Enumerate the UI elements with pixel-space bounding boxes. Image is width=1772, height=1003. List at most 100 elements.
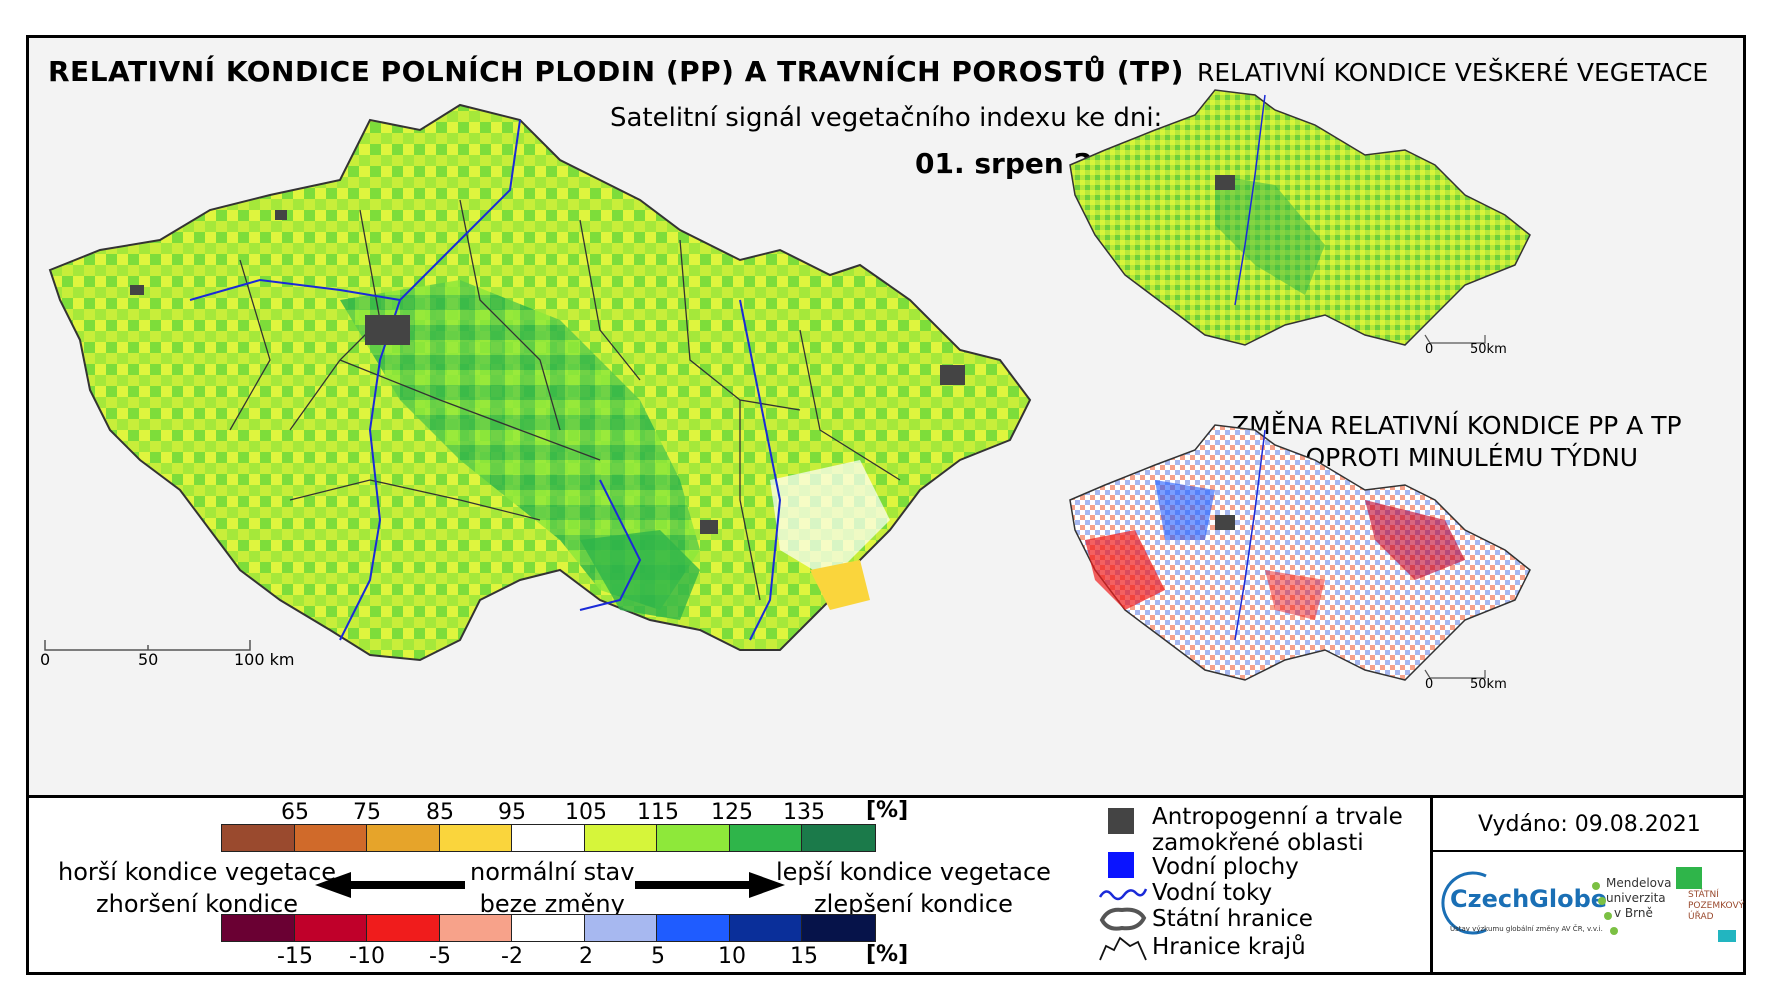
chg-tick-10: 10 xyxy=(718,944,746,969)
spu-line1: STÁTNÍ xyxy=(1688,890,1719,900)
chg-tick-5: 5 xyxy=(651,944,665,969)
anthropogenic-label: Antropogenní a trvale zamokřené oblasti xyxy=(1152,804,1403,856)
right-top-title: RELATIVNÍ KONDICE VEŠKERÉ VEGETACE xyxy=(1197,58,1709,87)
cond-tick-95: 95 xyxy=(498,800,526,825)
subtitle: Satelitní signál vegetačního indexu ke d… xyxy=(610,103,1163,133)
river-icon xyxy=(1098,888,1148,901)
right-bottom-title-line2: OPROTI MINULÉMU TÝDNU xyxy=(1305,443,1639,472)
white-east-patch xyxy=(770,460,890,580)
region-border-label: Hranice krajů xyxy=(1152,934,1306,960)
region-borders xyxy=(229,199,901,601)
condition-swatch-4 xyxy=(512,825,585,851)
chg-tick-m15: -15 xyxy=(277,944,313,969)
chg-tick-m10: -10 xyxy=(349,944,385,969)
better-line1: lepší kondice vegetace xyxy=(776,858,1051,886)
chg-tick-2: 2 xyxy=(579,944,593,969)
spu-logo-square xyxy=(1718,930,1736,942)
cond-tick-85: 85 xyxy=(426,800,454,825)
vegetation-map xyxy=(1069,89,1531,346)
condition-swatch-5 xyxy=(584,825,657,851)
chg-tick-15: 15 xyxy=(790,944,818,969)
bottom-scale-50: 50km xyxy=(1470,677,1507,692)
state-border-label: Státní hranice xyxy=(1152,906,1313,932)
main-map xyxy=(44,103,1032,662)
czechglobe-sub: Ústav výzkumu globální změny AV ČR, v.v.… xyxy=(1450,925,1603,933)
anthropogenic-line2: zamokřené oblasti xyxy=(1152,830,1364,856)
cond-tick-65: 65 xyxy=(281,800,309,825)
water-swatch xyxy=(1108,852,1134,878)
region-border-icon xyxy=(1099,936,1147,961)
condition-swatch-7 xyxy=(729,825,802,851)
chg-tick-m5: -5 xyxy=(429,944,451,969)
czechglobe-logo: CzechGlobe xyxy=(1450,885,1608,913)
change-swatch-5 xyxy=(584,915,657,941)
issued-divider xyxy=(1430,850,1746,852)
spu-logo-icon xyxy=(1676,867,1702,889)
change-map xyxy=(1069,424,1531,681)
cond-unit: [%] xyxy=(866,798,909,823)
state-border-icon xyxy=(1099,907,1147,931)
worse-label: horší kondice vegetace zhoršení kondice xyxy=(58,856,336,920)
change-swatch-0 xyxy=(222,915,295,941)
mendel-logo: Mendelova univerzita v Brně xyxy=(1606,876,1671,921)
main-title: RELATIVNÍ KONDICE POLNÍCH PLODIN (PP) A … xyxy=(48,55,1184,88)
change-swatch-7 xyxy=(729,915,802,941)
change-swatch-3 xyxy=(439,915,512,941)
better-line2: zlepšení kondice xyxy=(814,890,1013,918)
condition-swatch-2 xyxy=(367,825,440,851)
cond-tick-105: 105 xyxy=(565,800,607,825)
yellow-east-patch xyxy=(810,560,870,610)
main-scale-100: 100 km xyxy=(234,650,295,669)
green-south-region xyxy=(580,530,700,620)
spu-line3: ÚŘAD xyxy=(1688,912,1714,922)
top-scale-0: 0 xyxy=(1425,342,1434,357)
main-scale-50: 50 xyxy=(138,650,159,669)
rivers xyxy=(189,119,782,641)
change-swatch-6 xyxy=(657,915,730,941)
main-scale-0: 0 xyxy=(40,650,51,669)
condition-swatch-6 xyxy=(657,825,730,851)
right-bottom-title: ZMĚNA RELATIVNÍ KONDICE PP A TP OPROTI M… xyxy=(1232,410,1682,474)
issued-date: Vydáno: 09.08.2021 xyxy=(1478,812,1701,837)
cond-tick-75: 75 xyxy=(353,800,381,825)
czechglobe-logo-icon xyxy=(1441,871,1487,935)
cond-tick-115: 115 xyxy=(637,800,679,825)
green-core-region xyxy=(340,280,700,610)
mendel-line1: Mendelova xyxy=(1606,876,1672,890)
condition-swatch-1 xyxy=(294,825,367,851)
anthropogenic-line1: Antropogenní a trvale xyxy=(1152,804,1403,830)
chg-unit: [%] xyxy=(866,942,909,967)
right-arrow-icon xyxy=(635,872,785,898)
mendel-line2: univerzita xyxy=(1606,891,1666,905)
normal-line2: beze změny xyxy=(479,890,625,918)
change-swatch-2 xyxy=(367,915,440,941)
left-arrow-icon xyxy=(315,872,465,898)
water-label: Vodní plochy xyxy=(1152,854,1299,880)
change-swatch-1 xyxy=(294,915,367,941)
condition-swatch-3 xyxy=(439,825,512,851)
change-color-ramp xyxy=(221,914,876,942)
normal-line1: normální stav xyxy=(470,858,635,886)
normal-label: normální stav beze změny xyxy=(470,856,634,920)
urban-areas xyxy=(130,210,965,534)
better-label: lepší kondice vegetace zlepšení kondice xyxy=(776,856,1051,920)
cond-tick-125: 125 xyxy=(711,800,753,825)
main-scalebar xyxy=(44,640,251,651)
mendel-line3: v Brně xyxy=(1614,906,1653,920)
change-swatch-8 xyxy=(802,915,875,941)
change-swatch-4 xyxy=(512,915,585,941)
spu-line2: POZEMKOVÝ xyxy=(1688,901,1745,911)
cond-tick-135: 135 xyxy=(783,800,825,825)
chg-tick-m2: -2 xyxy=(501,944,523,969)
top-scale-50: 50km xyxy=(1470,342,1507,357)
right-bottom-title-line1: ZMĚNA RELATIVNÍ KONDICE PP A TP xyxy=(1232,411,1682,440)
river-label: Vodní toky xyxy=(1152,880,1273,906)
condition-color-ramp xyxy=(221,824,876,852)
condition-swatch-8 xyxy=(802,825,875,851)
legend-divider xyxy=(1430,795,1433,975)
worse-line2: zhoršení kondice xyxy=(96,890,298,918)
condition-swatch-0 xyxy=(222,825,295,851)
anthropogenic-swatch xyxy=(1108,808,1134,834)
worse-line1: horší kondice vegetace xyxy=(58,858,337,886)
bottom-scale-0: 0 xyxy=(1425,677,1434,692)
